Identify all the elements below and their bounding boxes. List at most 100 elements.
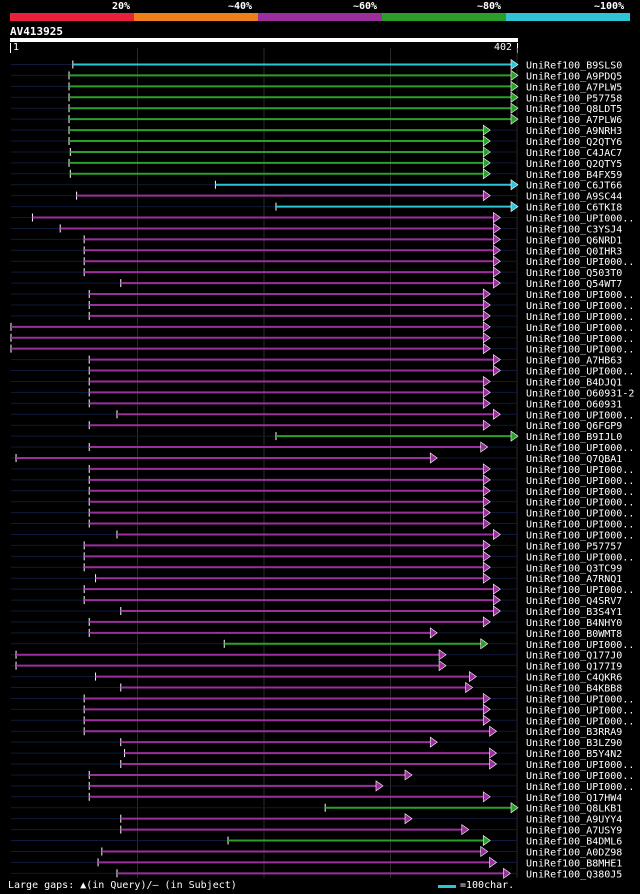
hit-label: UniRef100_UPI000..	[526, 716, 634, 727]
hit-arrow	[510, 102, 519, 114]
hit-arrow	[510, 69, 519, 82]
hit-label: UniRef100_UPI000..	[526, 443, 634, 454]
hit-label: UniRef100_UPI000..	[526, 290, 634, 301]
hit-label: UniRef100_UPI000..	[526, 705, 634, 716]
hit-arrow	[482, 168, 491, 180]
hit-arrow	[480, 845, 489, 858]
hit-label: UniRef100_UPI000..	[526, 301, 634, 312]
hit-label: UniRef100_B3LZ90	[526, 738, 622, 749]
hit-label: UniRef100_B0WMT8	[526, 629, 622, 640]
hit-label: UniRef100_UPI000..	[526, 585, 634, 596]
hit-arrow	[482, 703, 491, 715]
hit-label: UniRef100_O60931	[526, 399, 622, 410]
hit-label: UniRef100_A7RNQ1	[526, 574, 622, 585]
hit-arrow	[493, 364, 501, 377]
hit-arrow	[493, 605, 501, 617]
hit-label: UniRef100_A7USY9	[526, 826, 622, 837]
query-bar	[10, 38, 518, 42]
hit-arrow	[493, 583, 501, 595]
hit-label: UniRef100_A9NRH3	[526, 126, 622, 137]
hit-arrow	[482, 572, 491, 584]
hit-arrow	[489, 758, 498, 770]
hit-arrow	[375, 780, 384, 792]
hit-arrow	[493, 266, 501, 278]
hit-arrow	[493, 277, 501, 289]
hit-label: UniRef100_C4JAC7	[526, 148, 622, 159]
hit-arrow	[482, 834, 491, 847]
hit-arrow	[493, 408, 501, 420]
hit-label: UniRef100_UPI000..	[526, 771, 634, 782]
hit-label: UniRef100_UPI000..	[526, 694, 634, 705]
hit-arrow	[482, 507, 491, 519]
hit-label: UniRef100_Q0IHR3	[526, 246, 622, 257]
hit-arrow	[510, 802, 519, 814]
legend-label-20: 20%	[112, 1, 131, 12]
hit-label: UniRef100_B4DJQ1	[526, 377, 622, 388]
hit-label: UniRef100_A7HB63	[526, 356, 622, 367]
hit-label: UniRef100_B9SLS0	[526, 61, 622, 72]
hit-arrow	[469, 670, 477, 683]
hit-label: UniRef100_UPI000..	[526, 487, 634, 498]
hit-label: UniRef100_B4NHY0	[526, 618, 622, 629]
hit-label: UniRef100_B8MHE1	[526, 858, 622, 869]
hit-label: UniRef100_P57757	[526, 541, 622, 552]
hit-label: UniRef100_P57758	[526, 93, 622, 104]
hit-label: UniRef100_A9PDQ5	[526, 71, 622, 82]
hit-arrow	[482, 463, 491, 475]
hit-arrow	[510, 179, 519, 191]
hit-label: UniRef100_Q380J5	[526, 869, 622, 880]
hit-arrow	[482, 692, 491, 705]
hit-label: UniRef100_B5Y4N2	[526, 749, 622, 760]
hit-label: UniRef100_Q6FGP9	[526, 421, 622, 432]
hit-label: UniRef100_UPI000..	[526, 367, 634, 378]
hit-label: UniRef100_B3RRA9	[526, 727, 622, 738]
hit-arrow	[493, 255, 501, 267]
hit-arrow	[493, 354, 501, 366]
hit-label: UniRef100_B4KBB8	[526, 684, 622, 695]
hit-label: UniRef100_Q3TC99	[526, 563, 622, 574]
hit-arrow	[482, 332, 491, 344]
legend-color-orange	[134, 13, 258, 21]
hit-label: UniRef100_UPI000..	[526, 552, 634, 563]
hit-label: UniRef100_UPI000..	[526, 312, 634, 323]
hit-arrow	[482, 288, 491, 300]
hit-arrow	[482, 397, 491, 409]
hit-arrow	[482, 496, 491, 508]
hit-arrow	[482, 135, 491, 147]
hit-label: UniRef100_UPI000..	[526, 410, 634, 421]
hit-label: UniRef100_UPI000..	[526, 530, 634, 541]
hit-label: UniRef100_A7PLW6	[526, 115, 622, 126]
hit-label: UniRef100_Q2QTY5	[526, 159, 622, 170]
legend-label-80: ~80%	[477, 1, 502, 12]
query-start-tick	[10, 43, 11, 53]
hit-arrow	[480, 441, 489, 453]
hit-arrow	[510, 430, 519, 442]
identity-legend: 20% ~40% ~60% ~80% ~100%	[10, 0, 630, 22]
query-end-label: 402	[494, 42, 513, 53]
legend-label-100: ~100%	[594, 1, 625, 12]
hit-label: UniRef100_UPI000..	[526, 476, 634, 487]
legend-color-green	[382, 13, 506, 21]
hit-label: UniRef100_Q177J0	[526, 651, 622, 662]
hit-arrow	[429, 452, 438, 464]
hit-label: UniRef100_UPI000..	[526, 498, 634, 509]
hit-label: UniRef100_Q7QBA1	[526, 454, 622, 465]
hit-arrow	[461, 824, 470, 836]
hit-label: UniRef100_UPI000..	[526, 760, 634, 771]
hit-label: UniRef100_Q54WT7	[526, 279, 622, 290]
hit-arrow	[429, 736, 438, 748]
hit-label: UniRef100_UPI000..	[526, 520, 634, 531]
hit-label: UniRef100_Q177I9	[526, 662, 622, 673]
hit-label: UniRef100_UPI000..	[526, 334, 634, 345]
hit-label: UniRef100_C3YSJ4	[526, 224, 622, 235]
scale-text: =100char.	[460, 880, 515, 891]
hit-label: UniRef100_Q8LKB1	[526, 804, 622, 815]
hit-label: UniRef100_UPI000..	[526, 257, 634, 268]
legend-color-red	[10, 13, 134, 21]
hit-arrow	[429, 627, 438, 639]
hit-arrow	[482, 474, 491, 486]
hit-label: UniRef100_A7PLW5	[526, 82, 622, 93]
hit-arrow	[482, 791, 491, 803]
hit-arrow	[482, 561, 491, 573]
hit-arrow	[510, 201, 519, 213]
